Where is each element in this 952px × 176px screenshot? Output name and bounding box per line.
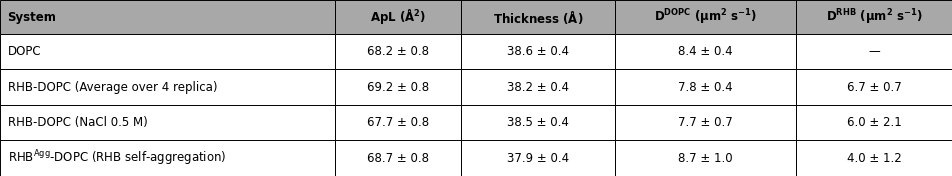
Text: RHB$\mathregular{^{Agg}}$-DOPC (RHB self-aggregation): RHB$\mathregular{^{Agg}}$-DOPC (RHB self… <box>8 148 227 168</box>
Bar <box>335 0 461 34</box>
Bar <box>461 140 615 176</box>
Bar <box>796 70 952 105</box>
Bar <box>796 105 952 140</box>
Bar <box>615 140 796 176</box>
Text: 38.5 ± 0.4: 38.5 ± 0.4 <box>507 116 568 129</box>
Text: 37.9 ± 0.4: 37.9 ± 0.4 <box>506 152 569 165</box>
Text: 38.6 ± 0.4: 38.6 ± 0.4 <box>506 45 569 58</box>
Text: 68.2 ± 0.8: 68.2 ± 0.8 <box>367 45 429 58</box>
Text: $\mathregular{D^{DOPC}}$ ($\mathregular{\mu m^2\ s^{-1}}$): $\mathregular{D^{DOPC}}$ ($\mathregular{… <box>654 7 757 27</box>
Bar <box>335 70 461 105</box>
Text: 8.7 ± 1.0: 8.7 ± 1.0 <box>678 152 733 165</box>
Bar <box>796 34 952 70</box>
Bar <box>615 34 796 70</box>
Text: 4.0 ± 1.2: 4.0 ± 1.2 <box>846 152 902 165</box>
Text: RHB-DOPC (Average over 4 replica): RHB-DOPC (Average over 4 replica) <box>8 81 217 94</box>
Text: 7.8 ± 0.4: 7.8 ± 0.4 <box>678 81 733 94</box>
Bar <box>335 140 461 176</box>
Text: —: — <box>868 45 880 58</box>
Text: 38.2 ± 0.4: 38.2 ± 0.4 <box>506 81 569 94</box>
Bar <box>0 105 335 140</box>
Bar <box>796 140 952 176</box>
Bar <box>615 70 796 105</box>
Text: $\mathregular{D^{RHB}}$ ($\mathregular{\mu m^2\ s^{-1}}$): $\mathregular{D^{RHB}}$ ($\mathregular{\… <box>825 7 922 27</box>
Text: DOPC: DOPC <box>8 45 41 58</box>
Bar <box>461 34 615 70</box>
Bar <box>0 34 335 70</box>
Text: 8.4 ± 0.4: 8.4 ± 0.4 <box>678 45 733 58</box>
Bar <box>335 34 461 70</box>
Text: 67.7 ± 0.8: 67.7 ± 0.8 <box>367 116 429 129</box>
Bar <box>615 105 796 140</box>
Bar <box>796 0 952 34</box>
Text: 7.7 ± 0.7: 7.7 ± 0.7 <box>678 116 733 129</box>
Text: RHB-DOPC (NaCl 0.5 M): RHB-DOPC (NaCl 0.5 M) <box>8 116 148 129</box>
Bar <box>615 0 796 34</box>
Bar <box>0 0 335 34</box>
Bar <box>461 105 615 140</box>
Bar <box>0 70 335 105</box>
Bar <box>0 140 335 176</box>
Text: System: System <box>8 11 56 24</box>
Text: 68.7 ± 0.8: 68.7 ± 0.8 <box>367 152 429 165</box>
Text: 69.2 ± 0.8: 69.2 ± 0.8 <box>367 81 429 94</box>
Bar <box>461 70 615 105</box>
Bar <box>461 0 615 34</box>
Text: 6.0 ± 2.1: 6.0 ± 2.1 <box>846 116 902 129</box>
Text: ApL ($\mathregular{\AA}$$\mathregular{^2}$): ApL ($\mathregular{\AA}$$\mathregular{^2… <box>370 8 426 27</box>
Text: 6.7 ± 0.7: 6.7 ± 0.7 <box>846 81 902 94</box>
Text: Thickness ($\mathregular{\AA}$): Thickness ($\mathregular{\AA}$) <box>493 8 583 26</box>
Bar <box>335 105 461 140</box>
